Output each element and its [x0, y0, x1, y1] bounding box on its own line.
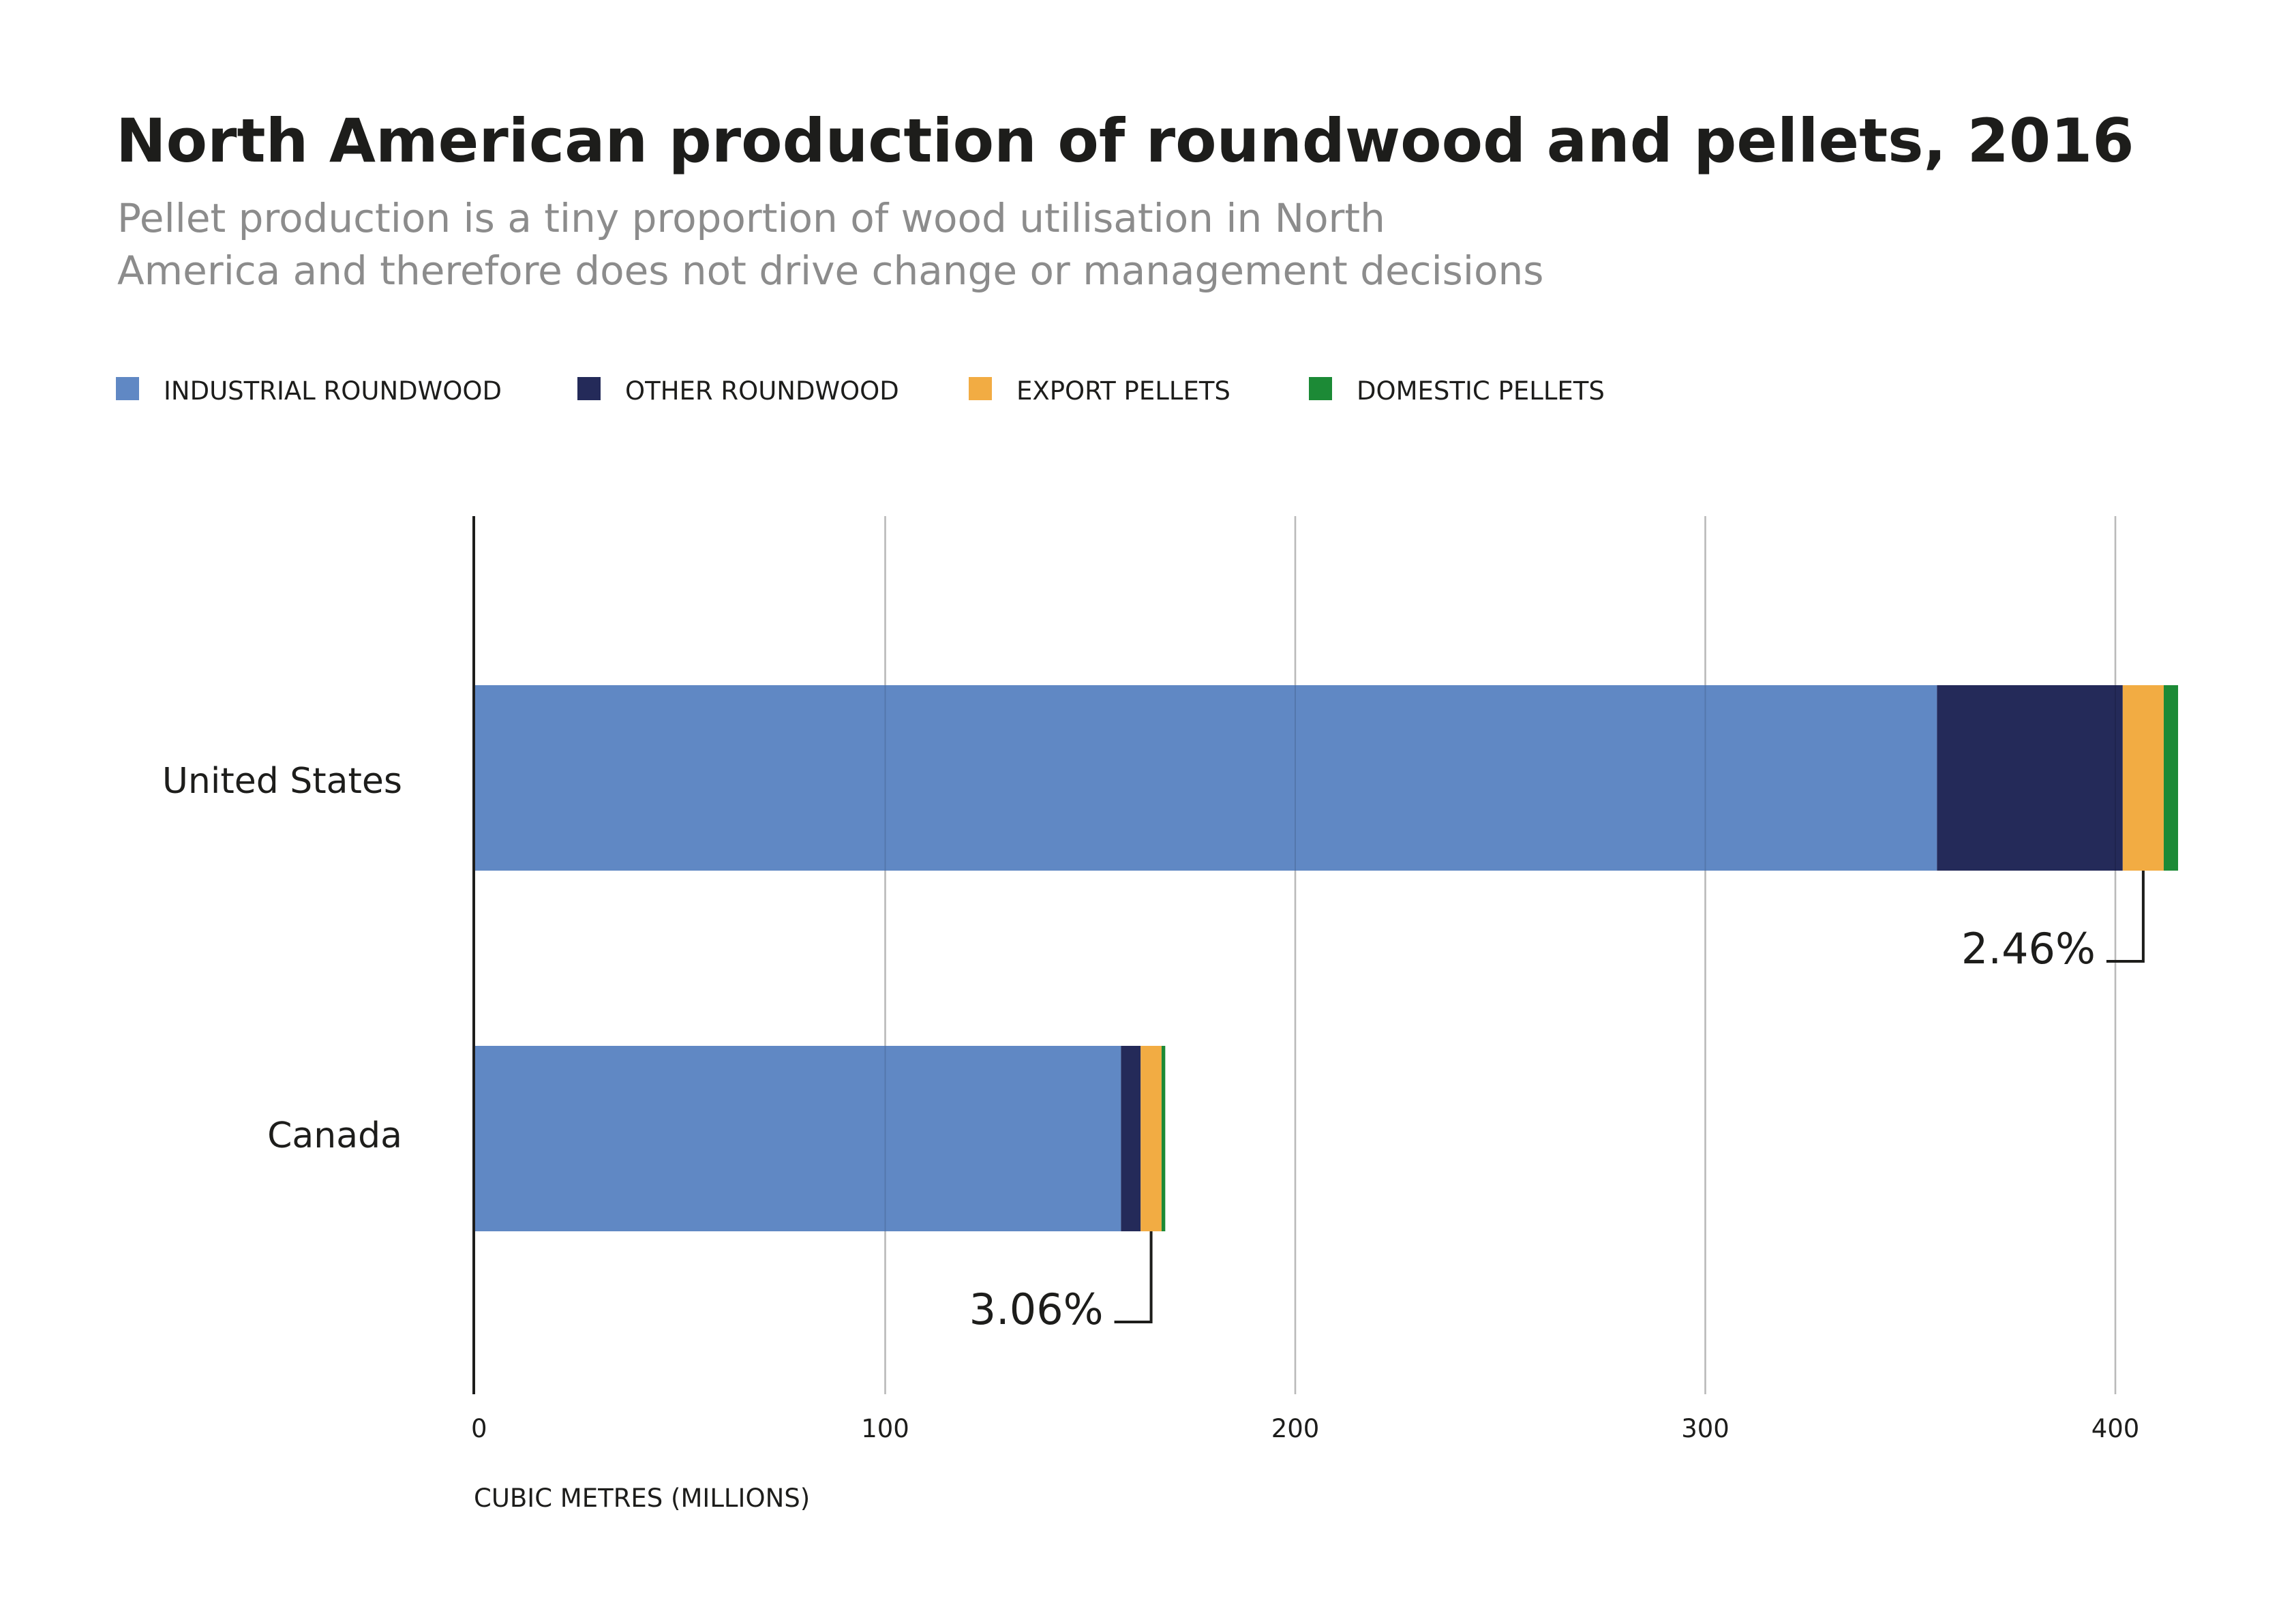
chart-subtitle-line-1: Pellet production is a tiny proportion o…	[117, 195, 1385, 241]
bar-canada-domestic-pellets	[1161, 1046, 1166, 1231]
x-tick-label-100: 100	[861, 1414, 909, 1443]
x-tick-label-300: 300	[1681, 1414, 1729, 1443]
bar-united-states-export-pellets	[2122, 685, 2164, 871]
x-tick-label-200: 200	[1271, 1414, 1320, 1443]
x-tick-label-400: 400	[2091, 1414, 2140, 1443]
bar-united-states-domestic-pellets	[2163, 685, 2179, 871]
bar-united-states-other-roundwood	[1937, 685, 2123, 871]
annotations: 2.46% 3.06%	[969, 871, 2145, 1334]
legend-swatch-3	[1309, 377, 1332, 400]
annotation-leader-1	[1114, 1231, 1153, 1323]
bars	[475, 516, 2179, 1394]
bar-canada-export-pellets	[1141, 1046, 1162, 1231]
bar-canada-industrial-roundwood	[475, 1046, 1121, 1231]
category-label-united-states: United States	[162, 761, 402, 802]
annotation-label-0: 2.46%	[1961, 924, 2096, 974]
legend-swatch-2	[969, 377, 992, 400]
bar-canada-other-roundwood	[1121, 1046, 1141, 1231]
chart-title: North American production of roundwood a…	[116, 106, 2134, 176]
legend-label-2: EXPORT PELLETS	[1016, 376, 1230, 406]
legend: INDUSTRIAL ROUNDWOOD OTHER ROUNDWOOD EXPOR…	[116, 376, 1605, 406]
x-tick-labels: 0 100 200 300 400	[471, 1414, 2139, 1443]
chart-subtitle-line-2: America and therefore does not drive cha…	[117, 247, 1543, 294]
legend-swatch-0	[116, 377, 139, 400]
legend-label-0: INDUSTRIAL ROUNDWOOD	[164, 376, 502, 406]
bar-united-states-industrial-roundwood	[475, 685, 1937, 871]
annotation-label-1: 3.06%	[969, 1284, 1104, 1334]
gridlines	[884, 516, 2117, 1394]
category-labels: United States Canada	[162, 761, 402, 1156]
annotation-leader-0	[2106, 871, 2145, 963]
legend-swatch-1	[577, 377, 601, 400]
x-axis-title: CUBIC METRES (MILLIONS)	[474, 1484, 810, 1513]
legend-label-3: DOMESTIC PELLETS	[1357, 376, 1605, 406]
x-tick-label-0: 0	[471, 1414, 487, 1443]
category-label-canada: Canada	[267, 1115, 402, 1156]
legend-label-1: OTHER ROUNDWOOD	[625, 376, 899, 406]
